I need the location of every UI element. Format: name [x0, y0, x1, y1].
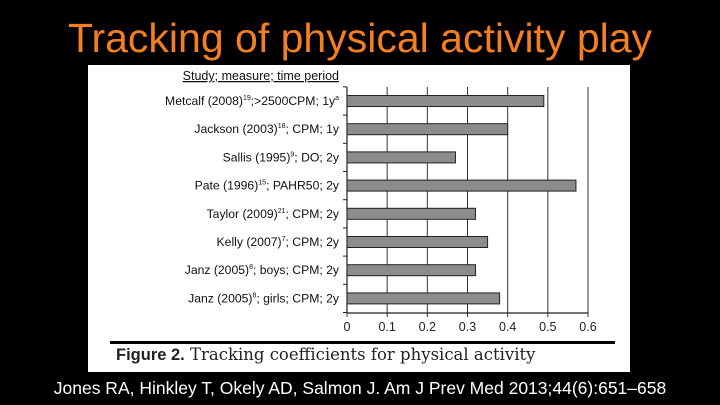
category-label-sup: 9 — [290, 151, 294, 158]
category-label-sup: 8 — [249, 264, 253, 271]
x-tick-label: 0.1 — [378, 320, 395, 334]
x-tick-label: 0.4 — [499, 320, 516, 334]
category-label-text: Janz (2005) — [188, 291, 252, 305]
bar — [346, 95, 545, 107]
bar — [346, 123, 509, 136]
category-label-sup: 18 — [278, 123, 286, 130]
slide-title: Tracking of physical activity play — [67, 15, 653, 61]
category-label-sup: 8 — [252, 292, 256, 299]
category-label-text: Metcalf (2008) — [165, 94, 243, 108]
category-label-rest: ; CPM; 2y — [286, 235, 340, 249]
category-label: Metcalf (2008)19;>2500CPM; 1ya — [165, 94, 339, 108]
bar — [346, 151, 456, 164]
bar — [346, 207, 477, 220]
x-tick-label: 0.5 — [539, 320, 556, 334]
category-label-rest: ; CPM; 2y — [286, 207, 340, 221]
x-tick-label: 0.3 — [459, 320, 476, 334]
x-tick-label: 0.6 — [579, 320, 596, 334]
category-label: Janz (2005)8; girls; CPM; 2y — [188, 291, 340, 305]
category-label-rest: ; girls; CPM; 2y — [256, 291, 340, 305]
category-label: Sallis (1995)9; DO; 2y — [223, 150, 340, 164]
category-header: Study; measure; time period — [183, 69, 339, 83]
category-label-text: Sallis (1995) — [223, 150, 291, 164]
bar — [346, 292, 501, 305]
bar-chart: Study; measure; time period 0 0.1 0.2 0.3 0.4… — [110, 69, 615, 344]
category-label: Pate (1996)15; PAHR50; 2y — [195, 179, 340, 193]
category-label-sup: 21 — [278, 208, 286, 215]
citation: Jones RA, Hinkley T, Okely AD, Salmon J.… — [0, 372, 720, 405]
caption-label: Figure 2. — [116, 346, 185, 364]
category-label-text: Jackson (2003) — [194, 122, 277, 136]
caption-rule — [110, 341, 615, 344]
bar — [346, 179, 577, 192]
category-label: Kelly (2007)7; CPM; 2y — [217, 235, 340, 249]
category-label-sup2: a — [335, 95, 339, 102]
category-label-rest: ; DO; 2y — [294, 150, 340, 164]
category-label-sup: 7 — [282, 236, 286, 243]
category-label: Jackson (2003)18; CPM; 1y — [194, 122, 340, 136]
category-label-rest: ; PAHR50; 2y — [266, 179, 340, 193]
category-label-text: Janz (2005) — [185, 263, 249, 277]
category-label-rest: ; boys; CPM; 2y — [253, 263, 340, 277]
bar — [346, 236, 489, 248]
category-label-sup: 15 — [258, 180, 266, 187]
x-tick-label: 0.2 — [419, 320, 436, 334]
category-label-text: Kelly (2007) — [217, 235, 282, 249]
caption-text: Tracking coefficients for physical activ… — [190, 345, 536, 364]
category-label-text: Taylor (2009) — [207, 207, 278, 221]
category-label-rest: ; CPM; 1y — [286, 122, 340, 136]
category-label-sup: 19 — [243, 95, 251, 102]
category-label-rest: ;>2500CPM; 1y — [251, 94, 336, 108]
category-label: Janz (2005)8; boys; CPM; 2y — [185, 263, 340, 277]
figure-image: Study; measure; time period 0 0.1 0.2 0.3 0.4… — [88, 65, 630, 372]
figure-caption: Figure 2. Tracking coefficients for phys… — [116, 345, 535, 365]
bar — [346, 264, 477, 277]
category-label: Taylor (2009)21; CPM; 2y — [207, 207, 340, 221]
x-tick-label: 0 — [344, 320, 351, 334]
category-label-text: Pate (1996) — [195, 179, 259, 193]
